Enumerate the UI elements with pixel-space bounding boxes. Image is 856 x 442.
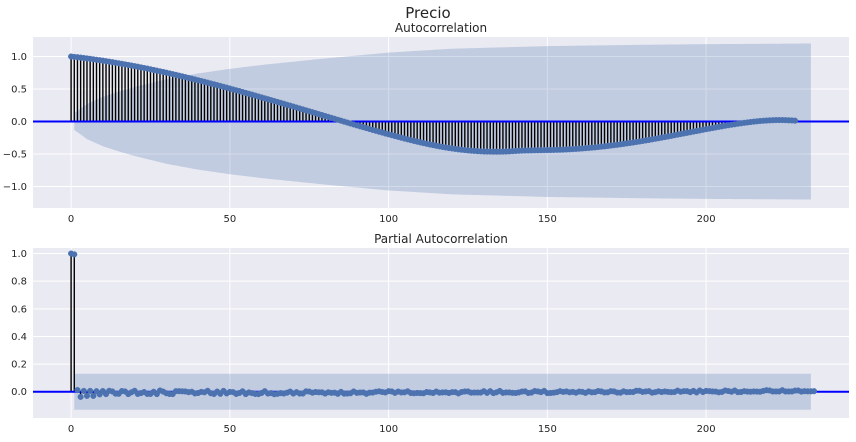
acf-x-tick-label: 0 bbox=[68, 214, 74, 225]
acf-y-tick-label: 0.5 bbox=[11, 85, 27, 96]
pacf-x-tick-label: 200 bbox=[697, 424, 716, 435]
acf-y-tick-label: −1.0 bbox=[3, 182, 27, 193]
acf-axes: 0 50 100 150 200 −1.0 −0.5 0.0 0.5 1.0 Autocorrela… bbox=[3, 21, 849, 225]
pacf-y-tick-label: 0.4 bbox=[11, 332, 27, 343]
pacf-y-tick-label: 0.8 bbox=[11, 277, 27, 288]
pacf-marker bbox=[71, 251, 78, 258]
acf-y-tick-label: 0.0 bbox=[11, 117, 27, 128]
acf-x-tick-label: 200 bbox=[697, 214, 716, 225]
pacf-marker bbox=[77, 393, 84, 400]
acf-x-tick-label: 50 bbox=[223, 214, 236, 225]
acf-x-tick-label: 150 bbox=[538, 214, 557, 225]
pacf-marker bbox=[80, 387, 87, 394]
pacf-y-tick-label: 0.0 bbox=[11, 387, 27, 398]
pacf-marker bbox=[811, 388, 818, 395]
acf-y-tick-label: 1.0 bbox=[11, 52, 27, 63]
pacf-y-tick-label: 0.6 bbox=[11, 304, 27, 315]
pacf-x-tick-label: 0 bbox=[68, 424, 74, 435]
acf-title: Autocorrelation bbox=[395, 21, 487, 35]
pacf-x-tick-label: 100 bbox=[379, 424, 398, 435]
pacf-title: Partial Autocorrelation bbox=[374, 232, 508, 246]
pacf-x-tick-label: 150 bbox=[538, 424, 557, 435]
pacf-marker bbox=[87, 387, 94, 394]
pacf-axes: 0 50 100 150 200 0.0 0.2 0.4 0.6 0.8 1.0 Partial Au… bbox=[11, 232, 849, 435]
pacf-x-tick-label: 50 bbox=[223, 424, 236, 435]
pacf-marker bbox=[83, 392, 91, 399]
pacf-y-tick-label: 1.0 bbox=[11, 249, 27, 260]
pacf-marker bbox=[90, 392, 97, 399]
acf-x-tick-label: 100 bbox=[379, 214, 398, 225]
acf-y-tick-label: −0.5 bbox=[3, 150, 27, 161]
figure-title: Precio bbox=[405, 4, 450, 22]
pacf-y-tick-label: 0.2 bbox=[11, 360, 27, 371]
acf-marker bbox=[791, 117, 799, 124]
pacf-marker bbox=[74, 387, 81, 394]
